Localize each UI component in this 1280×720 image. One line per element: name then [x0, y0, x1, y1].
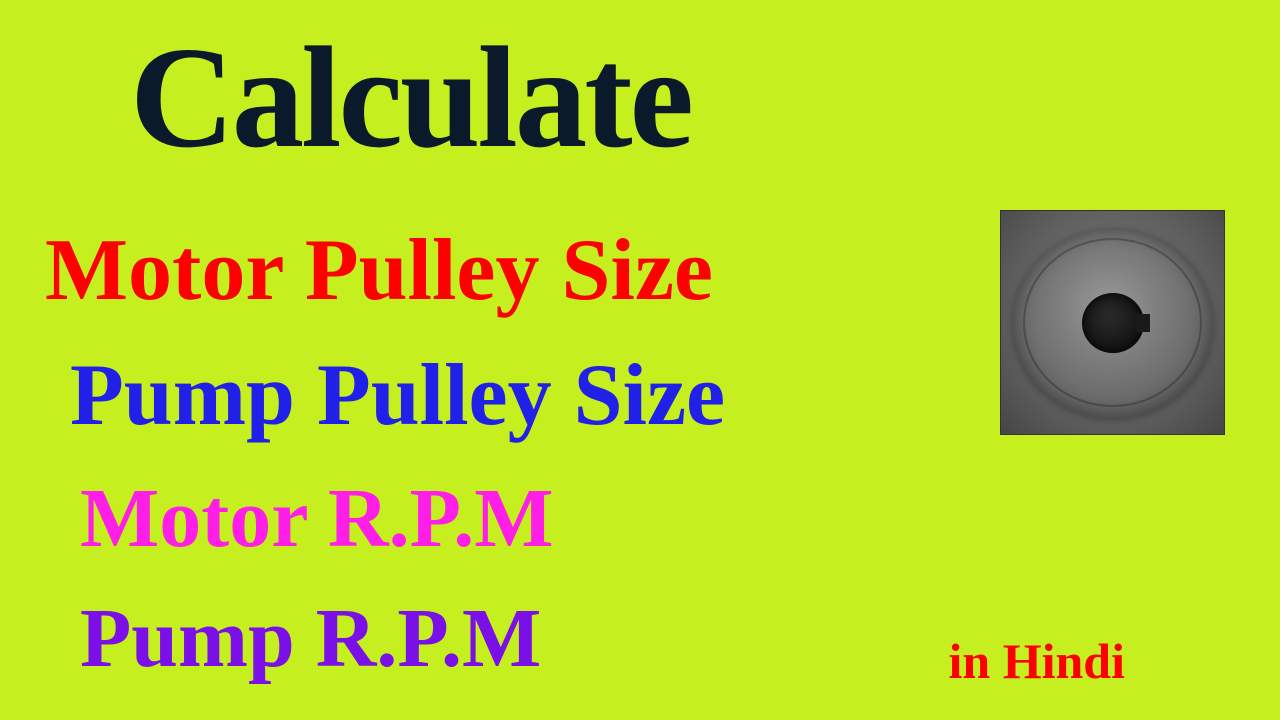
subtitle-language: in Hindi — [949, 632, 1126, 690]
line-motor-pulley-size: Motor Pulley Size — [45, 220, 713, 321]
main-title: Calculate — [130, 15, 691, 181]
line-motor-rpm: Motor R.P.M — [80, 470, 554, 567]
line-pump-rpm: Pump R.P.M — [80, 590, 541, 687]
pulley-image — [1000, 210, 1225, 435]
pulley-outer-ring — [1013, 228, 1213, 418]
pulley-bore — [1082, 293, 1144, 353]
pulley-keyway — [1136, 314, 1150, 332]
line-pump-pulley-size: Pump Pulley Size — [70, 345, 725, 446]
